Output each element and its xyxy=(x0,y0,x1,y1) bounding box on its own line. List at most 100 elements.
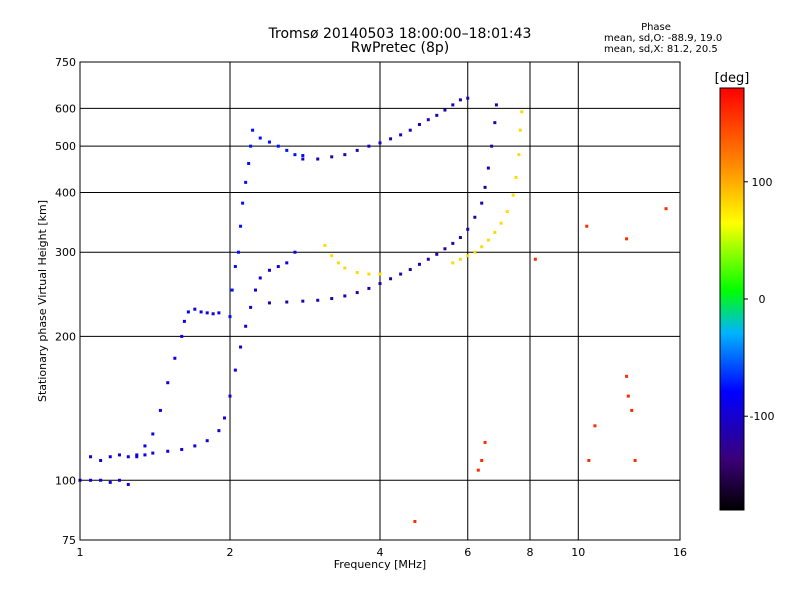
echo-point xyxy=(585,224,589,228)
echo-point xyxy=(258,136,262,140)
echo-point xyxy=(458,98,462,102)
y-axis-label: Stationary phase Virtual Height [km] xyxy=(36,200,49,402)
echo-point xyxy=(193,444,197,448)
echo-point xyxy=(494,103,498,107)
echo-point xyxy=(247,161,251,165)
echo-point xyxy=(426,118,430,122)
echo-point xyxy=(285,148,289,152)
echo-point xyxy=(458,257,462,261)
echo-point xyxy=(466,227,470,231)
axes: 1 2 4 6 8 10 16 75 100 200 300 400 500 600 750 Frequenc… xyxy=(36,56,687,571)
echo-point xyxy=(426,257,430,261)
echo-point xyxy=(435,113,439,117)
echo-point xyxy=(330,155,334,159)
x-axis-label: Frequency [MHz] xyxy=(334,558,426,571)
echo-point xyxy=(199,310,203,314)
y-tick-label: 75 xyxy=(62,534,76,547)
y-tick-label: 400 xyxy=(55,186,76,199)
echo-point xyxy=(408,128,412,132)
colorbar-tick-label: 0 xyxy=(759,293,766,306)
echo-point xyxy=(228,394,232,398)
echo-point xyxy=(330,254,334,258)
echo-point xyxy=(249,305,253,309)
echo-point xyxy=(293,153,297,157)
echo-points xyxy=(78,96,668,523)
echo-point xyxy=(483,440,487,444)
echo-point xyxy=(108,455,112,459)
colorbar-label: [deg] xyxy=(715,71,750,86)
echo-point xyxy=(285,300,289,304)
x-tick-label: 2 xyxy=(227,546,234,559)
echo-point xyxy=(316,298,320,302)
echo-point xyxy=(355,291,359,295)
echo-point xyxy=(443,247,447,251)
y-tick-label: 300 xyxy=(55,246,76,259)
echo-point xyxy=(473,250,477,254)
echo-point xyxy=(633,458,637,462)
x-tick-label: 1 xyxy=(77,546,84,559)
y-tick-label: 750 xyxy=(55,56,76,69)
x-tick-label: 6 xyxy=(464,546,471,559)
echo-point xyxy=(417,123,421,127)
echo-point xyxy=(230,288,234,292)
echo-point xyxy=(276,144,280,148)
echo-point xyxy=(276,265,280,269)
echo-point xyxy=(182,319,186,323)
echo-point xyxy=(244,324,248,328)
echo-point xyxy=(458,236,462,240)
grid xyxy=(80,62,680,540)
echo-point xyxy=(630,408,634,412)
x-tick-label: 8 xyxy=(527,546,534,559)
echo-point xyxy=(367,144,371,148)
echo-point xyxy=(505,210,509,214)
echo-point xyxy=(664,207,668,211)
phase-x-mode-stats: mean, sd,X: 81.2, 20.5 xyxy=(604,44,718,55)
echo-point xyxy=(158,408,162,412)
colorbar-gradient xyxy=(719,87,745,511)
echo-point xyxy=(251,128,255,132)
echo-point xyxy=(267,301,271,305)
echo-point xyxy=(451,103,455,107)
y-tick-label: 200 xyxy=(55,330,76,343)
echo-point xyxy=(126,482,130,486)
echo-point xyxy=(330,297,334,301)
echo-point xyxy=(451,261,455,265)
chart-subtitle: RwPretec (8p) xyxy=(350,40,450,56)
echo-point xyxy=(89,478,93,482)
echo-point xyxy=(239,345,243,349)
echo-point xyxy=(117,478,121,482)
echo-point xyxy=(466,254,470,258)
echo-point xyxy=(480,458,484,462)
echo-point xyxy=(493,121,497,125)
echo-point xyxy=(316,157,320,161)
echo-point xyxy=(435,252,439,256)
echo-point xyxy=(267,140,271,144)
echo-point xyxy=(355,271,359,275)
chart-title: Tromsø 20140503 18:00:00–18:01:43 xyxy=(268,26,532,42)
echo-point xyxy=(239,224,243,228)
echo-point xyxy=(205,439,209,443)
echo-point xyxy=(323,243,327,247)
echo-point xyxy=(417,262,421,266)
echo-point xyxy=(476,468,480,472)
echo-point xyxy=(499,221,503,225)
echo-point xyxy=(466,96,470,100)
echo-point xyxy=(180,334,184,338)
echo-point xyxy=(217,311,221,315)
colorbar: [deg] 100 0 -100 xyxy=(715,71,774,511)
echo-point xyxy=(367,272,371,276)
echo-point xyxy=(135,455,139,459)
y-tick-label: 600 xyxy=(55,102,76,115)
echo-point xyxy=(517,153,521,157)
echo-point xyxy=(518,128,522,132)
echo-point xyxy=(99,478,103,482)
echo-point xyxy=(493,230,497,234)
x-tick-label: 10 xyxy=(571,546,585,559)
echo-point xyxy=(186,310,190,314)
y-tick-label: 500 xyxy=(55,140,76,153)
echo-point xyxy=(166,449,170,453)
phase-o-mode-stats: mean, sd,O: -88.9, 19.0 xyxy=(604,33,723,44)
echo-point xyxy=(244,180,248,184)
echo-point xyxy=(233,265,237,269)
